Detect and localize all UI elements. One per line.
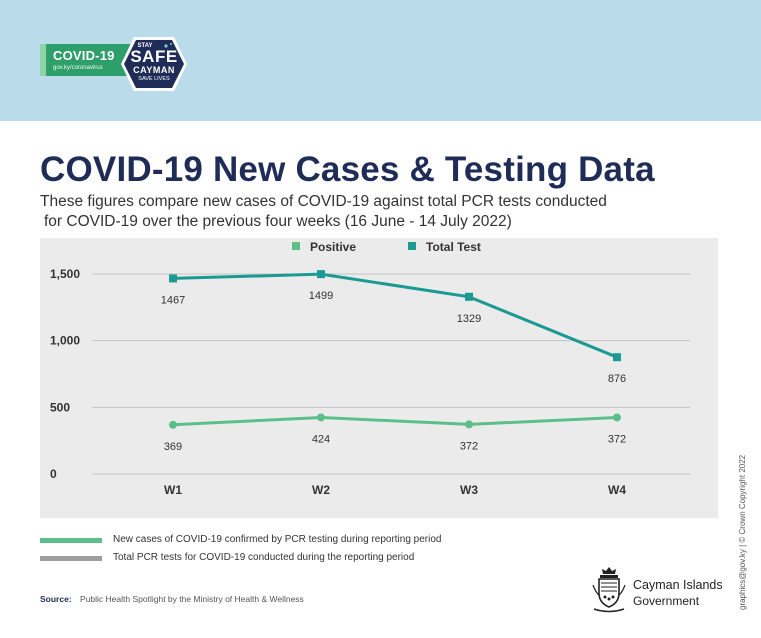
legend-marker (408, 242, 416, 250)
subtitle-line-1: These figures compare new cases of COVID… (40, 193, 607, 210)
covid-badge-title: COVID-19 (53, 48, 115, 63)
y-tick-label: 0 (50, 467, 57, 481)
series-line (172, 415, 618, 427)
data-label: 1329 (457, 313, 481, 325)
data-point (317, 413, 325, 422)
data-label: 876 (608, 373, 626, 385)
source-note: Source: Public Health Spotlight by the M… (40, 594, 304, 604)
source-label: Source: (40, 594, 72, 604)
x-tick-label: W4 (608, 483, 626, 497)
y-tick-label: 500 (50, 400, 70, 414)
positive-swatch (40, 538, 102, 543)
chart-panel: 0 500 1,000 1,500 W1 W2 W3 W4 Positive Total Test… (40, 238, 718, 518)
x-tick-label: W3 (460, 483, 478, 497)
data-point (613, 413, 621, 422)
line-chart: 0 500 1,000 1,500 W1 W2 W3 W4 Positive Total Test… (50, 240, 690, 497)
data-label: 372 (460, 440, 478, 452)
legend-marker (292, 242, 300, 250)
covid-badge-url: gov.ky/coronavirus (53, 65, 103, 71)
x-tick-label: W2 (312, 483, 330, 497)
data-label: 1499 (309, 290, 333, 302)
data-point (317, 270, 325, 279)
page-title: COVID-19 New Cases & Testing Data (40, 150, 655, 189)
page-subtitle: These figures compare new cases of COVID… (40, 192, 607, 232)
data-point (465, 292, 473, 301)
logo-safe-text: SAFE (130, 47, 178, 66)
copyright-credit: graphics@gov.ky | © Crown Copyright 2022 (738, 454, 747, 610)
crest-icon (592, 567, 626, 613)
source-text: Public Health Spotlight by the Ministry … (80, 594, 304, 604)
government-name-line-2: Government (633, 594, 700, 608)
data-label: 1467 (161, 294, 185, 306)
stay-safe-logo: STAY SAFE CAYMAN SAVE LIVES (120, 36, 188, 92)
legend-label: Positive (310, 240, 356, 254)
data-label: 372 (608, 433, 626, 445)
government-name-line-1: Cayman Islands (633, 578, 723, 592)
y-tick-label: 1,500 (50, 267, 80, 281)
covid-badge[interactable]: COVID-19 gov.ky/coronavirus (40, 44, 130, 76)
government-logo: Cayman Islands Government (590, 565, 730, 615)
logo-lives-text: SAVE LIVES (138, 76, 170, 82)
data-label: 369 (164, 441, 182, 453)
x-tick-label: W1 (164, 483, 182, 497)
data-point (613, 353, 621, 362)
total-legend-text: Total PCR tests for COVID-19 conducted d… (113, 552, 415, 563)
hexagon-logo-shape (121, 37, 187, 91)
subtitle-line-2: for COVID-19 over the previous four week… (44, 213, 512, 230)
data-point (169, 420, 177, 429)
logo-stay-text: STAY (137, 43, 153, 49)
positive-legend-text: New cases of COVID-19 confirmed by PCR t… (113, 534, 442, 545)
data-label: 424 (312, 433, 330, 445)
data-point (169, 274, 177, 283)
y-tick-label: 1,000 (50, 334, 80, 348)
logo-cayman-text: CAYMAN (133, 65, 175, 75)
legend-label: Total Test (426, 240, 481, 254)
total-swatch (40, 556, 102, 561)
series-line (172, 272, 618, 359)
data-point (465, 420, 473, 429)
